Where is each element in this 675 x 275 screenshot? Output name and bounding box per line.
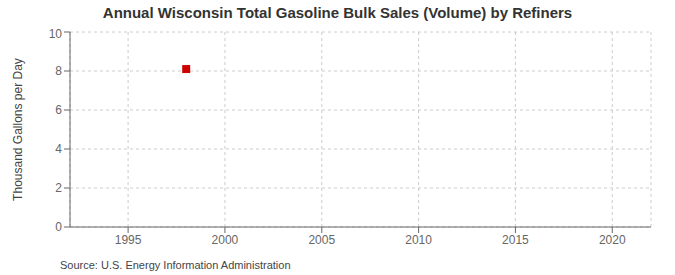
svg-text:2005: 2005 bbox=[308, 233, 335, 247]
svg-text:2020: 2020 bbox=[599, 233, 626, 247]
svg-text:2010: 2010 bbox=[405, 233, 432, 247]
svg-text:10: 10 bbox=[49, 27, 63, 41]
svg-text:Thousand Gallons per Day: Thousand Gallons per Day bbox=[11, 58, 25, 201]
html-text:Annual Wisconsin Total Gasolin: Annual Wisconsin Total Gasoline Bulk Sal… bbox=[102, 4, 573, 21]
svg-text:1995: 1995 bbox=[115, 233, 142, 247]
svg-text:4: 4 bbox=[55, 142, 62, 156]
html-text:Source: U.S. Energy Informatio: Source: U.S. Energy Information Administ… bbox=[60, 259, 291, 271]
svg-text:6: 6 bbox=[55, 103, 62, 117]
svg-text:0: 0 bbox=[55, 220, 62, 234]
svg-text:2015: 2015 bbox=[502, 233, 529, 247]
svg-text:2: 2 bbox=[55, 181, 62, 195]
svg-text:8: 8 bbox=[55, 64, 62, 78]
svg-text:2000: 2000 bbox=[212, 233, 239, 247]
